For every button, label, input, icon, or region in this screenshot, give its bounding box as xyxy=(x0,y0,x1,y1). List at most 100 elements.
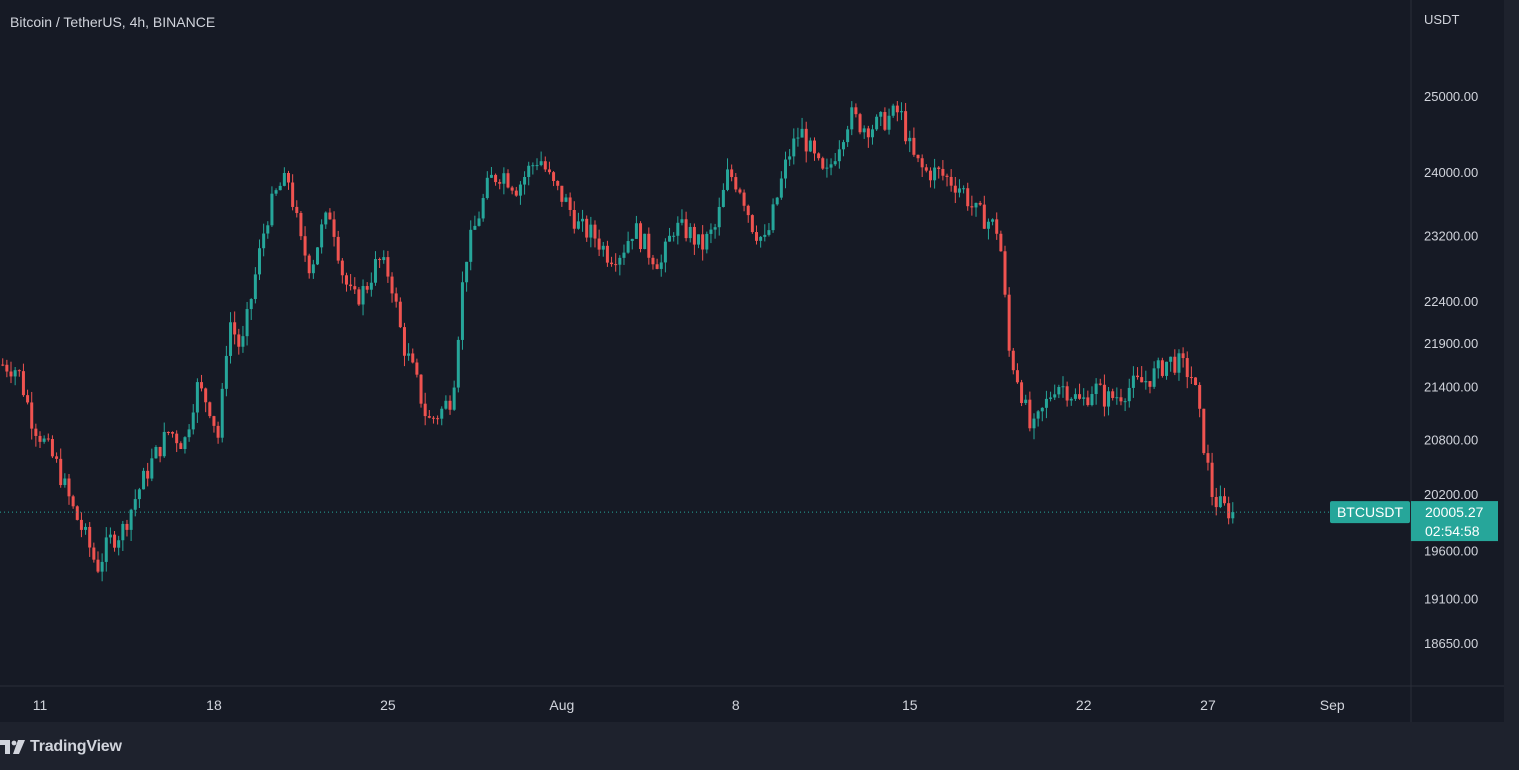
candle xyxy=(1185,351,1189,389)
candle xyxy=(721,183,725,208)
candle xyxy=(13,366,17,386)
candle-body xyxy=(916,154,920,159)
candle-body xyxy=(908,137,912,142)
candle-body xyxy=(676,222,680,236)
candle xyxy=(999,230,1003,252)
candle-body xyxy=(452,387,456,410)
candle xyxy=(1032,413,1036,440)
candle-body xyxy=(962,188,966,190)
candle xyxy=(1181,347,1185,368)
candle-body xyxy=(162,431,166,457)
candle xyxy=(750,214,754,234)
candle xyxy=(407,343,411,361)
candle-body xyxy=(817,153,821,159)
candle xyxy=(626,231,630,254)
candle-body xyxy=(407,353,411,356)
candle xyxy=(142,467,146,490)
candle-body xyxy=(514,190,518,196)
candle xyxy=(1136,367,1140,380)
candle-body xyxy=(485,177,489,199)
candle xyxy=(249,298,253,320)
candle-body xyxy=(945,175,949,177)
candle xyxy=(775,196,779,206)
candle xyxy=(1061,376,1065,398)
candle-body xyxy=(129,509,133,530)
candle xyxy=(1073,388,1077,401)
candle-body xyxy=(726,169,730,190)
candle-body xyxy=(17,370,21,372)
candle xyxy=(183,436,187,454)
candle-body xyxy=(175,433,179,444)
candle-body xyxy=(1044,398,1048,408)
candle xyxy=(1152,361,1156,389)
candle xyxy=(67,474,71,505)
candle xyxy=(502,167,506,195)
candle xyxy=(639,221,643,253)
price-tick-label: 23200.00 xyxy=(1424,228,1478,243)
candle-body xyxy=(1102,384,1106,407)
candle-body xyxy=(237,334,241,347)
candle-body xyxy=(349,284,353,287)
candle xyxy=(663,238,667,273)
candle xyxy=(1198,382,1202,418)
candle xyxy=(618,255,622,276)
candle xyxy=(1119,388,1123,406)
candle-body xyxy=(730,169,734,178)
candle-body xyxy=(125,523,129,530)
candle xyxy=(452,380,456,411)
candle-body xyxy=(307,255,311,274)
candle-body xyxy=(1069,398,1073,401)
candle xyxy=(117,535,121,556)
tradingview-brand[interactable]: TradingView xyxy=(0,736,122,758)
candle-body xyxy=(1136,375,1140,378)
candle xyxy=(233,311,237,345)
candle xyxy=(324,211,328,229)
candle-body xyxy=(1020,382,1024,404)
candle-body xyxy=(365,286,369,290)
time-tick-label: 18 xyxy=(206,697,222,713)
candle xyxy=(597,229,601,257)
candle-body xyxy=(717,206,721,228)
candle xyxy=(456,336,460,393)
candle xyxy=(9,361,13,384)
candle xyxy=(581,209,585,232)
candle-body xyxy=(481,198,485,219)
price-tick-label: 21400.00 xyxy=(1424,379,1478,394)
candle-body xyxy=(1194,377,1198,386)
candle-body xyxy=(742,192,746,206)
candle xyxy=(291,174,295,211)
chart-panel[interactable] xyxy=(0,0,1504,722)
candle-body xyxy=(709,229,713,234)
candle xyxy=(576,212,580,230)
candle xyxy=(564,193,568,203)
candle xyxy=(713,223,717,239)
candle-body xyxy=(734,177,738,190)
candle-body xyxy=(937,167,941,169)
candle-body xyxy=(390,276,394,294)
candle-body xyxy=(361,286,365,305)
candle-body xyxy=(788,156,792,160)
candle xyxy=(1131,366,1135,398)
candle xyxy=(792,128,796,165)
candle-body xyxy=(96,559,100,572)
candle xyxy=(1218,485,1222,509)
candle xyxy=(320,219,324,254)
candle xyxy=(303,226,307,262)
candle-body xyxy=(552,172,556,181)
candle xyxy=(365,282,369,294)
candle-body xyxy=(692,226,696,245)
candle xyxy=(705,231,709,254)
candle xyxy=(444,395,448,410)
candle xyxy=(593,220,597,248)
candle xyxy=(949,169,953,192)
candle xyxy=(1044,390,1048,419)
candle-body xyxy=(614,264,618,266)
candle-body xyxy=(837,149,841,162)
candle-body xyxy=(1206,453,1210,463)
candle-body xyxy=(759,236,763,241)
candle-body xyxy=(866,128,870,138)
candle xyxy=(382,250,386,264)
candle xyxy=(336,230,340,264)
candle-body xyxy=(1165,361,1169,376)
